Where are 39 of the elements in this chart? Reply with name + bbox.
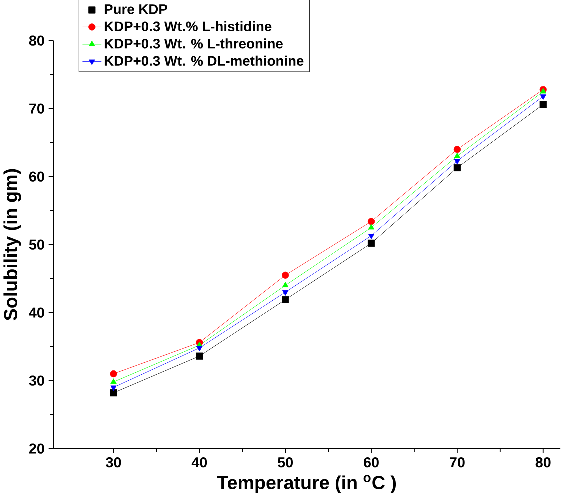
point [454, 146, 461, 154]
y-tick-label: 80 [29, 36, 44, 46]
point [196, 346, 203, 352]
legend-label: Pure KDP [104, 4, 168, 14]
point [110, 370, 118, 378]
y-tick-label: 30 [29, 376, 44, 386]
point [368, 218, 376, 226]
y-tick-label: 50 [29, 240, 44, 250]
point [196, 352, 204, 360]
x-tick-label: 70 [450, 457, 465, 468]
y-tick-label: 60 [29, 172, 44, 182]
point [282, 282, 289, 288]
point [368, 224, 375, 230]
y-tick-label: 20 [29, 444, 44, 454]
x-axis-title: Temperature (in $^{o}$C ) [217, 475, 396, 494]
y-axis-title: Solubility (in gm) [4, 169, 22, 321]
legend-label: KDP+0.3 Wt. % L-threonine [104, 38, 283, 49]
point [282, 296, 290, 304]
legend-label: KDP+0.3 Wt.% L-histidine [104, 21, 272, 32]
point [368, 240, 376, 248]
point [454, 164, 461, 172]
x-tick-label: 50 [278, 457, 294, 468]
point [454, 159, 461, 165]
point [454, 152, 461, 158]
point [282, 290, 289, 296]
y-tick-label: 70 [30, 104, 44, 114]
point [110, 390, 118, 397]
point [282, 272, 290, 279]
y-tick-label: 40 [29, 308, 44, 318]
x-tick-label: 40 [192, 457, 208, 468]
x-tick-label: 30 [106, 457, 122, 468]
x-tick-label: 60 [364, 457, 379, 468]
point [368, 234, 375, 240]
legend-label: KDP+0.3 Wt. % DL-methionine [104, 56, 304, 66]
point [110, 386, 117, 392]
point [110, 378, 117, 384]
point [540, 101, 547, 108]
point [540, 94, 546, 100]
x-tick-label: 80 [536, 457, 551, 468]
